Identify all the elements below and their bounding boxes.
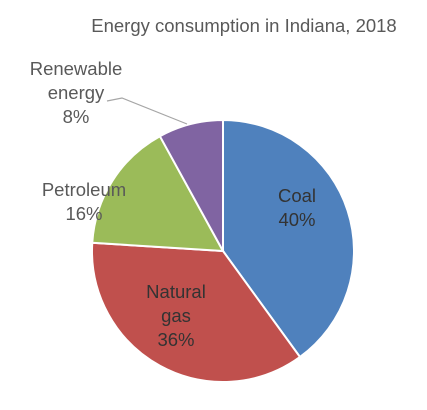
- pie-slice-renewable-energy: [158, 118, 224, 252]
- leader-line-renewable-energy: [106, 97, 188, 125]
- slice-labels: Coal 40% Natural gas 36% Petroleum 16% Renewabl…: [30, 58, 316, 350]
- slice-label-coal: Coal 40%: [278, 185, 316, 230]
- slice-label-renewable-energy: Renewable energy 8%: [30, 58, 123, 127]
- pie-slices: [91, 118, 355, 383]
- slice-label-petroleum: Petroleum 16%: [42, 179, 126, 224]
- pie-slice-petroleum: [91, 134, 225, 253]
- pie-slice-natural-gas: [91, 241, 302, 383]
- pie-slice-coal: [222, 118, 355, 359]
- slice-label-natural-gas: Natural gas 36%: [146, 281, 206, 350]
- chart-title: Energy consumption in Indiana, 2018: [91, 15, 396, 36]
